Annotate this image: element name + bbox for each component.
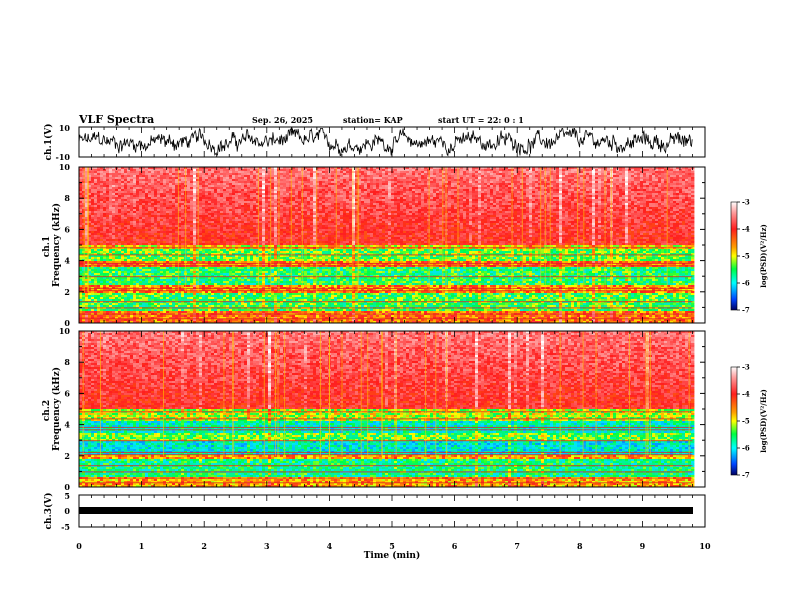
figure-title: VLF Spectra xyxy=(78,113,154,126)
ch2-colorbar-label: log(PSD)(V²/Hz) xyxy=(759,389,768,453)
time-tick-0: 0 xyxy=(76,541,82,551)
ch3-waveform-ylabel: ch.3(V) xyxy=(43,493,54,530)
ch2-colorbar-tick--3: -3 xyxy=(742,363,750,372)
time-axis-label: Time (min) xyxy=(364,550,421,561)
ch1-spec-ytick-10: 10 xyxy=(59,162,71,172)
ch1-colorbar-tick--6: -6 xyxy=(742,279,750,288)
ch1-spec-ytick-0: 0 xyxy=(64,318,70,328)
time-tick-3: 3 xyxy=(264,541,270,551)
ch2-colorbar-tick--4: -4 xyxy=(742,390,750,399)
ch1-frequency-label: Frequency (kHz) xyxy=(51,203,62,287)
ch1-ytick-bottom: -10 xyxy=(56,152,71,162)
ch1-channel-label: ch.1 xyxy=(42,236,52,257)
start-time-label: start UT = 22: 0 : 1 xyxy=(438,115,524,125)
time-axis-tick-labels: 0 1 2 3 4 5 6 7 8 9 10 xyxy=(76,541,711,551)
time-tick-1: 1 xyxy=(139,541,145,551)
ch1-spectrogram-panel: 0 2 4 6 8 10 ch.1 Frequency (kHz) xyxy=(42,162,706,328)
ch1-waveform-line xyxy=(78,127,693,157)
ch2-colorbar-tick--7: -7 xyxy=(742,471,750,480)
ch2-colorbar-tick--6: -6 xyxy=(742,444,750,453)
time-tick-5: 5 xyxy=(389,541,395,551)
time-axis-ticks xyxy=(78,127,706,527)
time-tick-2: 2 xyxy=(201,541,207,551)
ch1-spec-ytick-4: 4 xyxy=(64,256,70,266)
ch2-spectrogram-channel: ch.2 Frequency (kHz) xyxy=(42,367,62,451)
ch1-colorbar-tick--7: -7 xyxy=(742,306,750,315)
ch1-colorbar-tick--4: -4 xyxy=(742,225,750,234)
ch1-colorbar-label: log(PSD)(V²/Hz) xyxy=(759,224,768,288)
time-tick-9: 9 xyxy=(640,541,646,551)
ch3-waveform-panel: 5 0 -5 ch.3(V) xyxy=(43,491,706,532)
time-tick-6: 6 xyxy=(452,541,458,551)
ch2-spec-ytick-8: 8 xyxy=(64,357,70,367)
ch1-waveform-panel: 10 -10 ch.1(V) xyxy=(43,123,706,162)
ch1-spectrogram-channel: ch.1 Frequency (kHz) xyxy=(42,203,62,287)
ch2-channel-label: ch.2 xyxy=(42,400,52,421)
station-label: station= KAP xyxy=(343,115,403,125)
ch2-frequency-label: Frequency (kHz) xyxy=(51,367,62,451)
ch3-ytick-mid: 0 xyxy=(64,506,70,516)
ch2-colorbar-scale xyxy=(730,366,738,476)
ch2-spectrogram-yticks: 0 2 4 6 8 10 xyxy=(59,326,705,492)
ch1-spec-ytick-8: 8 xyxy=(64,193,70,203)
ch2-spec-ytick-6: 6 xyxy=(64,388,70,398)
ch1-colorbar-tick--5: -5 xyxy=(742,252,750,261)
ch1-spectrogram-image xyxy=(79,167,705,324)
ch2-spec-ytick-10: 10 xyxy=(59,326,71,336)
ch1-spectrogram-yticks: 0 2 4 6 8 10 xyxy=(59,162,705,328)
ch1-spec-ytick-6: 6 xyxy=(64,224,70,234)
ch2-spec-ytick-4: 4 xyxy=(64,420,70,430)
ch2-spec-ytick-2: 2 xyxy=(64,451,70,461)
date-label: Sep. 26, 2025 xyxy=(252,115,313,125)
time-tick-7: 7 xyxy=(514,541,520,551)
ch1-colorbar-tick--3: -3 xyxy=(742,198,750,207)
ch1-spec-ytick-2: 2 xyxy=(64,287,70,297)
ch3-waveform-band xyxy=(79,507,693,514)
ch2-spec-ytick-0: 0 xyxy=(64,482,70,492)
ch3-ytick-bottom: -5 xyxy=(61,522,70,532)
ch2-colorbar-tick--5: -5 xyxy=(742,417,750,426)
ch3-ytick-top: 5 xyxy=(64,491,70,501)
ch2-spectrogram-image xyxy=(79,331,705,488)
ch2-spectrogram-panel: 0 2 4 6 8 10 ch.2 Frequency (kHz) xyxy=(42,326,706,492)
time-tick-4: 4 xyxy=(327,541,333,551)
ch1-ytick-top: 10 xyxy=(59,123,71,133)
ch1-colorbar-scale xyxy=(730,201,738,311)
time-tick-8: 8 xyxy=(577,541,583,551)
ch1-colorbar: -3 -4 -5 -6 -7 log(PSD)(V²/Hz) xyxy=(730,198,768,315)
ch2-colorbar: -3 -4 -5 -6 -7 log(PSD)(V²/Hz) xyxy=(730,363,768,480)
time-tick-10: 10 xyxy=(699,541,711,551)
ch1-waveform-ylabel: ch.1(V) xyxy=(43,124,54,161)
